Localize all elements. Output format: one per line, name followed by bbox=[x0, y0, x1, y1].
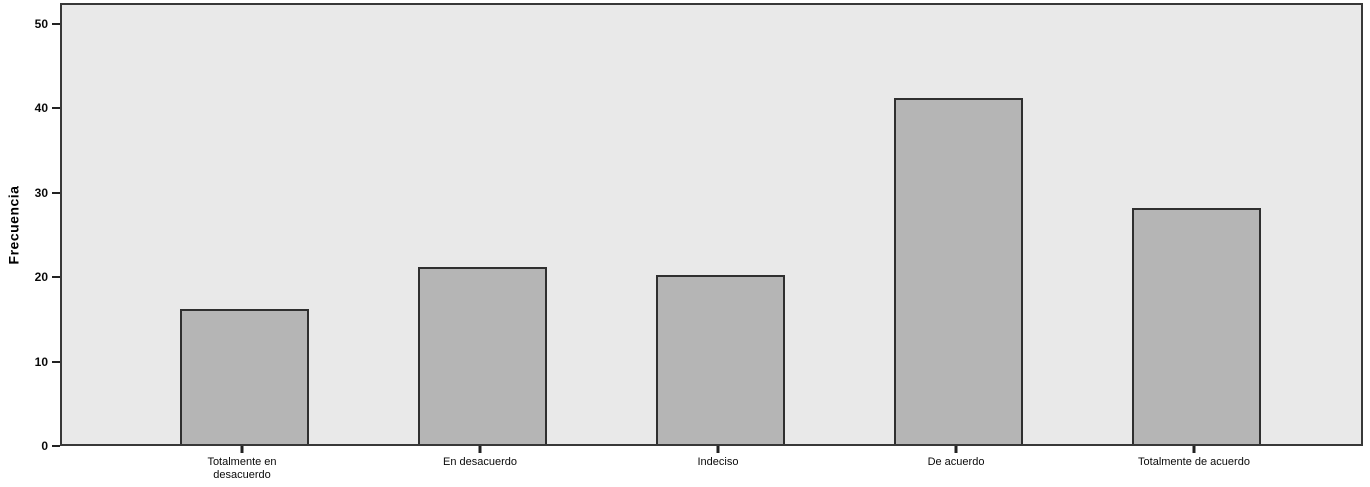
x-category-label: Indeciso bbox=[697, 456, 739, 468]
y-tick-mark bbox=[52, 276, 60, 279]
y-tick-label: 30 bbox=[34, 185, 48, 200]
y-tick-mark bbox=[52, 360, 60, 363]
plot-area bbox=[60, 3, 1363, 446]
x-category-label: Totalmente de acuerdo bbox=[1138, 456, 1250, 468]
x-tick-mark bbox=[478, 446, 482, 453]
y-tick-label: 20 bbox=[34, 270, 48, 285]
x-tick-mark bbox=[240, 446, 244, 453]
y-tick-label: 10 bbox=[34, 354, 48, 369]
x-category-label: De acuerdo bbox=[927, 456, 985, 468]
bar-2 bbox=[417, 267, 547, 444]
x-category-label: Totalmente en desacuerdo bbox=[207, 456, 277, 481]
y-tick-label: 40 bbox=[34, 101, 48, 116]
bar-4 bbox=[893, 98, 1023, 444]
bar-1 bbox=[179, 309, 309, 444]
y-axis-title-wrap: Frecuencia bbox=[0, 3, 26, 446]
y-tick-mark bbox=[52, 23, 60, 26]
bar-5 bbox=[1131, 208, 1261, 444]
y-tick-mark bbox=[52, 445, 60, 447]
y-tick-label: 50 bbox=[34, 17, 48, 32]
x-tick-mark bbox=[716, 446, 720, 453]
y-tick-label: 0 bbox=[41, 439, 48, 453]
x-tick-mark bbox=[954, 446, 958, 453]
bar-3 bbox=[655, 275, 785, 444]
x-category-label: En desacuerdo bbox=[443, 456, 517, 468]
x-tick-mark bbox=[1192, 446, 1196, 453]
y-tick-mark bbox=[52, 107, 60, 110]
y-tick-mark bbox=[52, 191, 60, 194]
